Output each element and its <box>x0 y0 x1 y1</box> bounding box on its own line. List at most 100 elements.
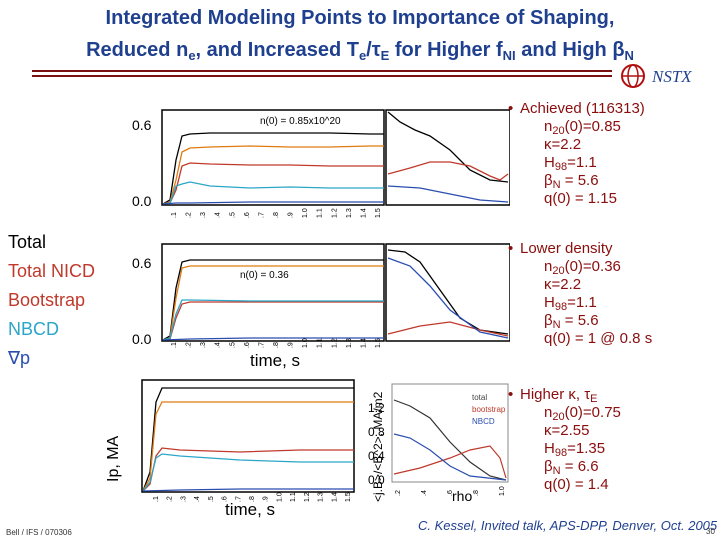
x-tick-label: .8 <box>273 212 280 218</box>
case-line: H <box>544 154 555 171</box>
x-tick-label: .6 <box>447 490 454 496</box>
x-tick-label: .1 <box>171 342 178 348</box>
profile-legend-bootstrap: bootstrap <box>472 405 506 414</box>
case-higher-kappa: Higher κ, τE n20(0)=0.75 κ=2.55 H98=1.35… <box>508 386 621 494</box>
nicd-curve <box>142 401 354 492</box>
y-tick: 0.0 <box>368 473 385 487</box>
case-sub: 98 <box>554 161 568 173</box>
logo-text: NSTX <box>651 67 692 86</box>
x-tick-label: .6 <box>244 342 251 348</box>
x-tick-label: 1.2 <box>331 208 338 218</box>
footer-left: Bell / IFS / 070306 <box>6 528 72 537</box>
total-curve <box>162 132 384 205</box>
x-tick-label: 1.3 <box>346 338 353 348</box>
case-sub: N <box>552 179 561 191</box>
case-line: H <box>544 440 555 457</box>
x-tick-label: .5 <box>208 496 215 502</box>
title-seg: Reduced n <box>86 39 189 61</box>
time-trace-frame <box>161 109 385 206</box>
case-sub: N <box>552 319 561 331</box>
case-head-text: Higher κ, τ <box>520 386 591 403</box>
case-head: Achieved (116313) <box>508 100 645 118</box>
case-achieved: Achieved (116313) n20(0)=0.85 κ=2.2 H98=… <box>508 100 645 208</box>
x-tick-label: .2 <box>167 496 174 502</box>
profile-total <box>393 399 507 481</box>
x-tick-label: 1.4 <box>360 338 367 348</box>
y-tick: 1.2 <box>368 401 385 415</box>
profile-bootstrap <box>387 321 509 337</box>
x-tick-label: .5 <box>229 212 236 218</box>
x-tick-label: .8 <box>473 490 480 496</box>
case-head: Lower density <box>508 240 652 258</box>
profile-nbcd <box>387 257 509 339</box>
x-tick-label: 1.2 <box>331 338 338 348</box>
case-sub: N <box>552 465 561 477</box>
case-sub: 20 <box>552 265 565 277</box>
x-tick-label: 1.0 <box>499 486 506 496</box>
nstx-logo: NSTX <box>621 64 692 88</box>
profile-bootstrap <box>393 445 507 479</box>
nbcd-curve <box>142 453 354 492</box>
case-sub: E <box>590 393 598 405</box>
case-line: κ=2.2 <box>544 276 582 293</box>
nicd-curve <box>162 145 384 205</box>
x-tick-label: .5 <box>229 342 236 348</box>
panel-lower-density: 0.6 0.0 n(0) = 0.36 .1 .2 .3 .4 .5 .6 .7 .8 .9 1.… <box>132 243 510 348</box>
x-tick-label: 1.0 <box>302 338 309 348</box>
footer-citation: C. Kessel, Invited talk, APS-DPP, Denver… <box>418 518 718 533</box>
case-line: (0)=0.75 <box>564 404 621 421</box>
slide-title-line2: Reduced ne, and Increased Te/τE for High… <box>0 38 720 68</box>
x-tick-label: 1.2 <box>304 492 311 502</box>
legend-bootstrap: Bootstrap <box>8 290 86 310</box>
title-seg: for Higher f <box>389 39 503 61</box>
case-lower-density: Lower density n20(0)=0.36 κ=2.2 H98=1.1 … <box>508 240 652 348</box>
x-tick-label: 1.5 <box>375 338 382 348</box>
x-tick-label: .9 <box>288 342 295 348</box>
title-sub: E <box>380 48 390 63</box>
legend-grad-p: ∇p <box>8 348 31 368</box>
x-axis-label-rho: rho <box>452 488 473 504</box>
profile-total <box>387 249 509 335</box>
y-tick-bottom: 0.0 <box>132 331 152 347</box>
gradp-curve <box>162 337 384 341</box>
case-sub: 20 <box>552 125 565 137</box>
density-annotation: n(0) = 0.36 <box>240 270 289 281</box>
x-tick-label: 1.1 <box>290 492 297 502</box>
x-tick-label: .4 <box>194 496 201 502</box>
bootstrap-curve <box>162 162 384 205</box>
x-tick-label: 1.0 <box>276 492 283 502</box>
title-sub: NI <box>502 48 516 63</box>
panel-achieved: 0.6 0.0 n(0) = 0.85x10^20 .1 .2 .3 .4 .5 .6 .7… <box>132 109 510 218</box>
curve-legend: Total Total NICD Bootstrap NBCD ∇p <box>8 228 95 373</box>
case-line: κ=2.2 <box>544 136 582 153</box>
x-tick-label: .4 <box>421 490 428 496</box>
x-tick-label: 1.4 <box>331 492 338 502</box>
x-tick-label: .7 <box>258 212 265 218</box>
bootstrap-curve <box>162 301 384 341</box>
x-tick-label: .3 <box>180 496 187 502</box>
y-axis-label-jb: <j.B>/<B^2>, MA/m2 <box>371 391 385 502</box>
x-tick-label: .8 <box>249 496 256 502</box>
y-tick: 0.4 <box>368 449 385 463</box>
x-axis-label-time: time, s <box>225 500 276 519</box>
x-tick-label: 1.3 <box>318 492 325 502</box>
time-trace-frame <box>141 379 355 493</box>
x-tick-label: .6 <box>244 212 251 218</box>
profile-frame <box>385 243 510 342</box>
x-tick-label: .9 <box>288 212 295 218</box>
case-line: (0)=0.36 <box>564 258 621 275</box>
legend-total: Total <box>8 232 47 252</box>
x-tick-label: .4 <box>215 212 222 218</box>
x-tick-label: .2 <box>186 342 193 348</box>
y-tick-bottom: 0.0 <box>132 193 152 209</box>
profile-nbcd <box>387 185 509 203</box>
case-line: β <box>544 458 553 475</box>
x-tick-label: .1 <box>153 496 160 502</box>
case-line: n <box>544 258 553 275</box>
profile-frame <box>391 383 509 483</box>
title-rule-bottom <box>32 75 612 77</box>
x-tick-label: .4 <box>215 342 222 348</box>
profile-total <box>387 111 509 183</box>
case-line: β <box>544 312 553 329</box>
y-tick-top: 0.6 <box>132 255 152 271</box>
